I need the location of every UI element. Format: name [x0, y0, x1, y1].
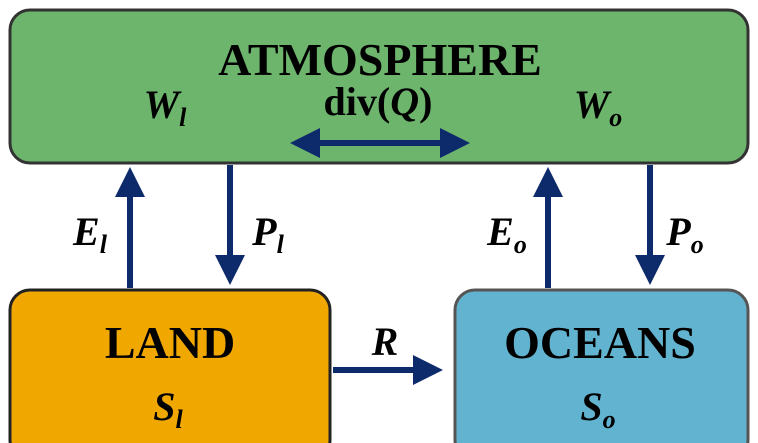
subscript: l — [176, 405, 184, 434]
subscript: l — [179, 103, 187, 132]
water-land: Wl — [144, 82, 188, 132]
storage-land: Sl — [153, 384, 183, 434]
evaporation-ocean: Eo — [486, 209, 527, 259]
oceans-label: OCEANS — [504, 317, 696, 368]
symbol: S — [580, 384, 602, 429]
divergence: div(Q) — [324, 79, 433, 124]
land-label: LAND — [105, 317, 235, 368]
storage-ocean: So — [580, 384, 615, 434]
subscript: l — [277, 230, 285, 259]
symbol: E — [72, 209, 100, 254]
subscript: o — [691, 230, 704, 259]
symbol: P — [665, 209, 691, 254]
subscript: o — [609, 103, 622, 132]
atmosphere-box — [8, 8, 750, 165]
symbol: P — [251, 209, 277, 254]
text: div( — [324, 79, 391, 124]
subscript: o — [603, 405, 616, 434]
subscript: o — [514, 230, 527, 259]
atmosphere-label: ATMOSPHERE — [218, 34, 542, 85]
symbol: Q — [390, 79, 419, 124]
precip-land: Pl — [251, 209, 284, 259]
symbol: S — [153, 384, 175, 429]
water-ocean: Wo — [574, 82, 623, 132]
land-box — [8, 288, 332, 443]
symbol: E — [486, 209, 514, 254]
text: ) — [419, 79, 432, 124]
symbol: W — [574, 82, 612, 127]
oceans-box — [453, 288, 750, 443]
symbol: W — [144, 82, 182, 127]
evaporation-land: El — [72, 209, 108, 259]
subscript: l — [100, 230, 108, 259]
precip-ocean: Po — [665, 209, 703, 259]
runoff: R — [371, 319, 399, 364]
